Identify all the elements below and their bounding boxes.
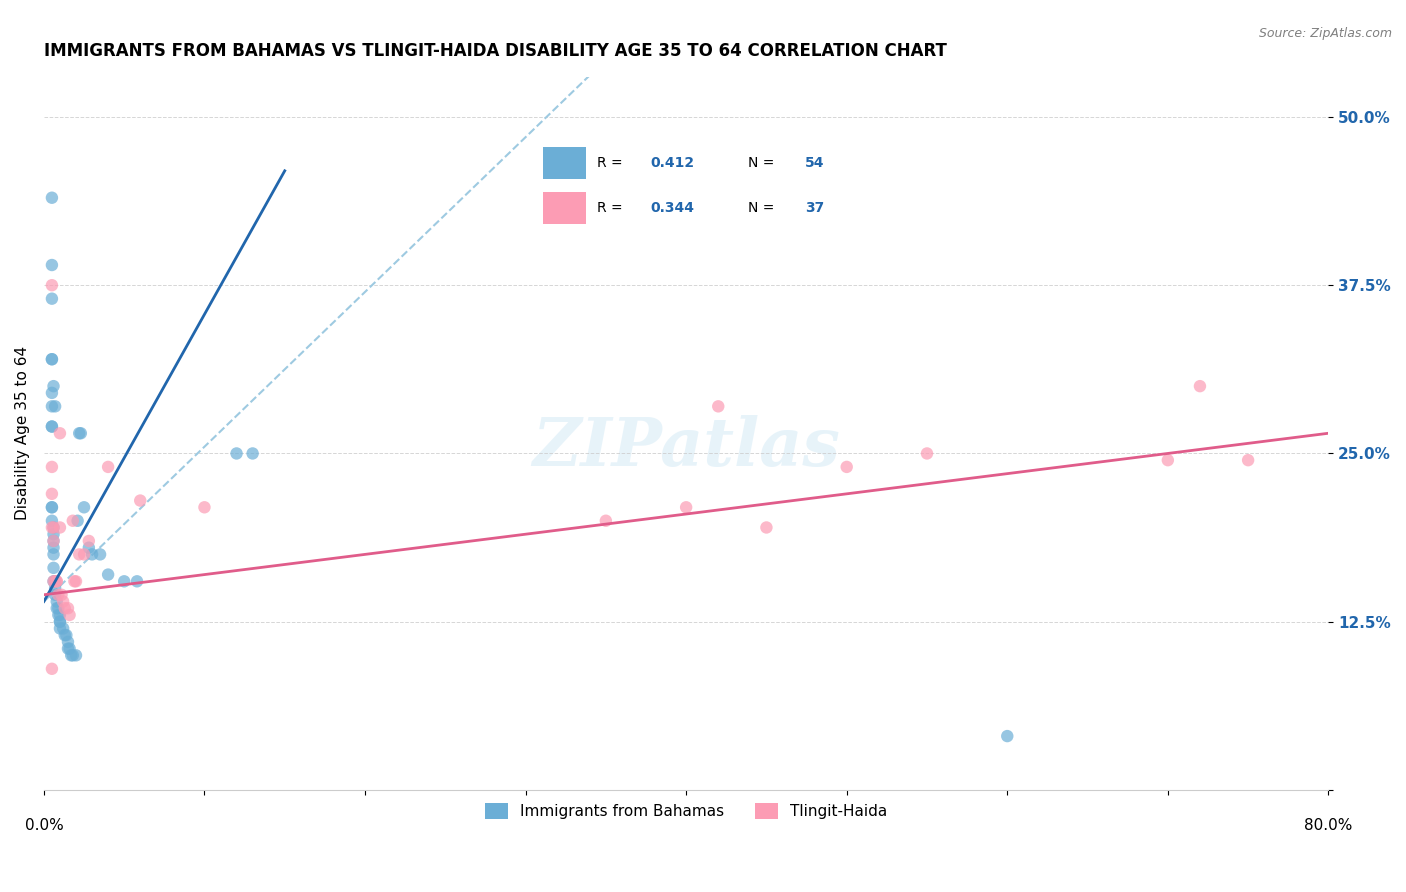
- Point: [41, 662, 63, 676]
- Point: [242, 446, 264, 460]
- Point: [112, 574, 135, 589]
- Point: [52, 622, 75, 636]
- Text: Source: ZipAtlas.com: Source: ZipAtlas.com: [1258, 27, 1392, 40]
- Point: [42, 520, 65, 534]
- Legend: Immigrants from Bahamas, Tlingit-Haida: Immigrants from Bahamas, Tlingit-Haida: [479, 797, 893, 825]
- Point: [52, 594, 75, 608]
- Point: [42, 548, 65, 562]
- Point: [49, 615, 72, 629]
- Point: [73, 500, 96, 515]
- Point: [44, 581, 66, 595]
- Point: [53, 601, 76, 615]
- Point: [41, 520, 63, 534]
- Point: [89, 548, 111, 562]
- Point: [97, 567, 120, 582]
- Point: [675, 500, 697, 515]
- Point: [69, 426, 91, 441]
- Point: [42, 520, 65, 534]
- Point: [42, 561, 65, 575]
- Point: [49, 615, 72, 629]
- Point: [42, 574, 65, 589]
- Point: [46, 601, 69, 615]
- Point: [65, 648, 87, 663]
- Point: [62, 514, 84, 528]
- Point: [66, 514, 89, 528]
- Point: [73, 548, 96, 562]
- Point: [42, 533, 65, 548]
- Point: [56, 635, 79, 649]
- Point: [41, 487, 63, 501]
- Point: [46, 607, 69, 622]
- Point: [1188, 379, 1211, 393]
- Point: [67, 426, 90, 441]
- Point: [42, 527, 65, 541]
- Point: [55, 628, 77, 642]
- Point: [41, 514, 63, 528]
- Point: [45, 574, 67, 589]
- Point: [595, 514, 617, 528]
- Point: [41, 352, 63, 367]
- Point: [49, 520, 72, 534]
- Point: [44, 588, 66, 602]
- Point: [77, 541, 100, 555]
- Point: [915, 446, 938, 460]
- Point: [42, 533, 65, 548]
- Point: [49, 622, 72, 636]
- Point: [44, 574, 66, 589]
- Text: 0.0%: 0.0%: [24, 819, 63, 833]
- Point: [1237, 453, 1260, 467]
- Text: 80.0%: 80.0%: [1305, 819, 1353, 833]
- Point: [80, 548, 103, 562]
- Point: [49, 607, 72, 622]
- Point: [42, 541, 65, 555]
- Point: [45, 594, 67, 608]
- Point: [53, 628, 76, 642]
- Point: [41, 419, 63, 434]
- Point: [51, 588, 73, 602]
- Point: [125, 574, 148, 589]
- Point: [41, 459, 63, 474]
- Point: [41, 385, 63, 400]
- Text: ZIPatlas: ZIPatlas: [533, 415, 839, 480]
- Point: [41, 500, 63, 515]
- Point: [1157, 453, 1180, 467]
- Point: [44, 400, 66, 414]
- Point: [97, 459, 120, 474]
- Point: [56, 641, 79, 656]
- Point: [41, 500, 63, 515]
- Point: [41, 400, 63, 414]
- Point: [67, 548, 90, 562]
- Point: [65, 574, 87, 589]
- Point: [45, 574, 67, 589]
- Point: [60, 648, 83, 663]
- Point: [58, 607, 80, 622]
- Point: [77, 533, 100, 548]
- Point: [58, 641, 80, 656]
- Y-axis label: Disability Age 35 to 64: Disability Age 35 to 64: [15, 346, 30, 520]
- Point: [56, 601, 79, 615]
- Point: [41, 292, 63, 306]
- Point: [129, 493, 152, 508]
- Point: [46, 588, 69, 602]
- Point: [225, 446, 247, 460]
- Point: [41, 278, 63, 293]
- Point: [41, 191, 63, 205]
- Point: [707, 400, 730, 414]
- Point: [63, 574, 86, 589]
- Point: [42, 574, 65, 589]
- Point: [755, 520, 778, 534]
- Point: [41, 258, 63, 272]
- Point: [835, 459, 858, 474]
- Point: [193, 500, 215, 515]
- Point: [995, 729, 1018, 743]
- Point: [42, 379, 65, 393]
- Point: [41, 419, 63, 434]
- Point: [62, 648, 84, 663]
- Text: IMMIGRANTS FROM BAHAMAS VS TLINGIT-HAIDA DISABILITY AGE 35 TO 64 CORRELATION CHA: IMMIGRANTS FROM BAHAMAS VS TLINGIT-HAIDA…: [44, 42, 946, 60]
- Point: [41, 352, 63, 367]
- Point: [44, 574, 66, 589]
- Point: [45, 601, 67, 615]
- Point: [49, 426, 72, 441]
